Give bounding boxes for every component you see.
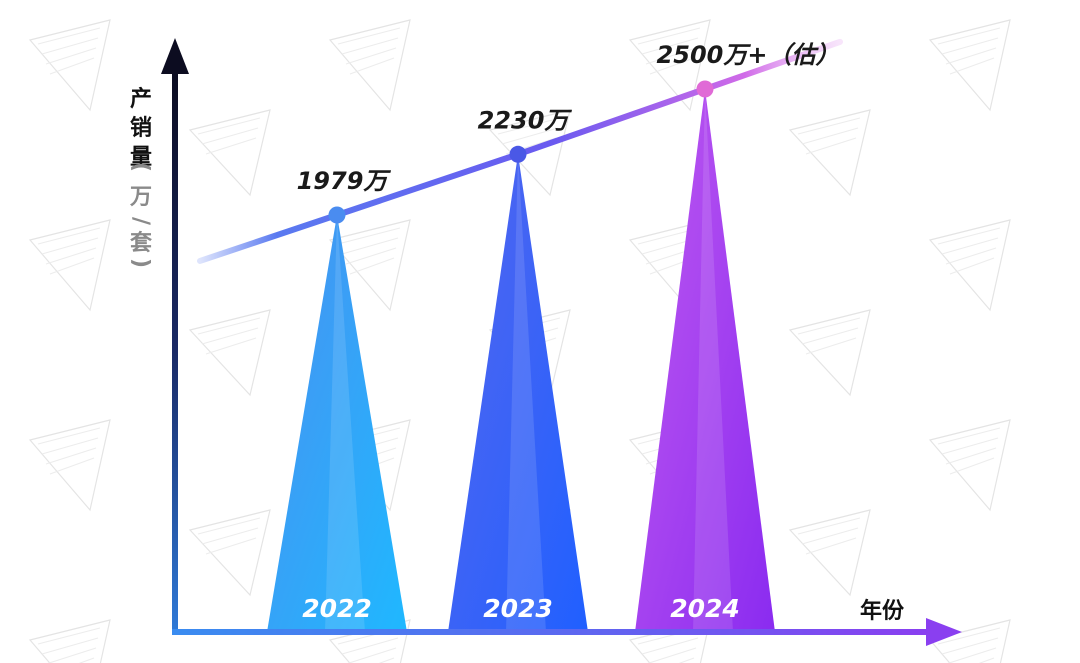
data-point-2022 (328, 206, 346, 224)
value-label-2022: 1979万 (297, 167, 392, 195)
y-axis-arrow (161, 38, 189, 74)
y-axis-unit-char: / (128, 217, 153, 226)
value-label-2023: 2230万 (478, 106, 573, 134)
bar-shape-2024 (635, 89, 775, 632)
labels: 1979万 2230万 2500万+（估） 2022 2023 2024 年份 产销量( 万 / 套… (128, 41, 905, 624)
bar-shape-2022 (267, 215, 407, 632)
y-axis-unit-char: ) (128, 258, 153, 268)
y-axis-title-char: 产 (130, 87, 152, 112)
bar-highlight-2023 (506, 154, 546, 633)
data-point-2024 (696, 80, 714, 98)
bars (267, 89, 775, 633)
value-label-2024: 2500万+（估） (657, 41, 840, 69)
bar-highlight-2024 (693, 89, 733, 632)
x-axis-line (172, 629, 929, 635)
y-axis-unit-char: 万 (129, 185, 152, 210)
category-label-2022: 2022 (302, 594, 372, 623)
x-axis-title: 年份 (860, 598, 905, 624)
bar-2022 (267, 215, 407, 632)
y-axis-unit-char: 套 (130, 230, 152, 256)
trend-line (197, 38, 843, 264)
bar-2023 (448, 154, 588, 633)
y-axis-unit-char: ( (128, 162, 153, 172)
x-axis-arrow (926, 618, 962, 646)
bar-shape-2023 (448, 154, 588, 633)
y-axis-title-char: 销 (130, 116, 152, 141)
y-axis-title-char: 量 (130, 145, 152, 170)
bar-highlight-2022 (325, 215, 365, 632)
bar-2024 (635, 89, 775, 632)
category-label-2023: 2023 (483, 594, 553, 623)
data-point-2023 (509, 145, 527, 163)
y-axis-line (172, 68, 178, 635)
axes (161, 38, 962, 646)
category-label-2024: 2024 (670, 594, 740, 623)
